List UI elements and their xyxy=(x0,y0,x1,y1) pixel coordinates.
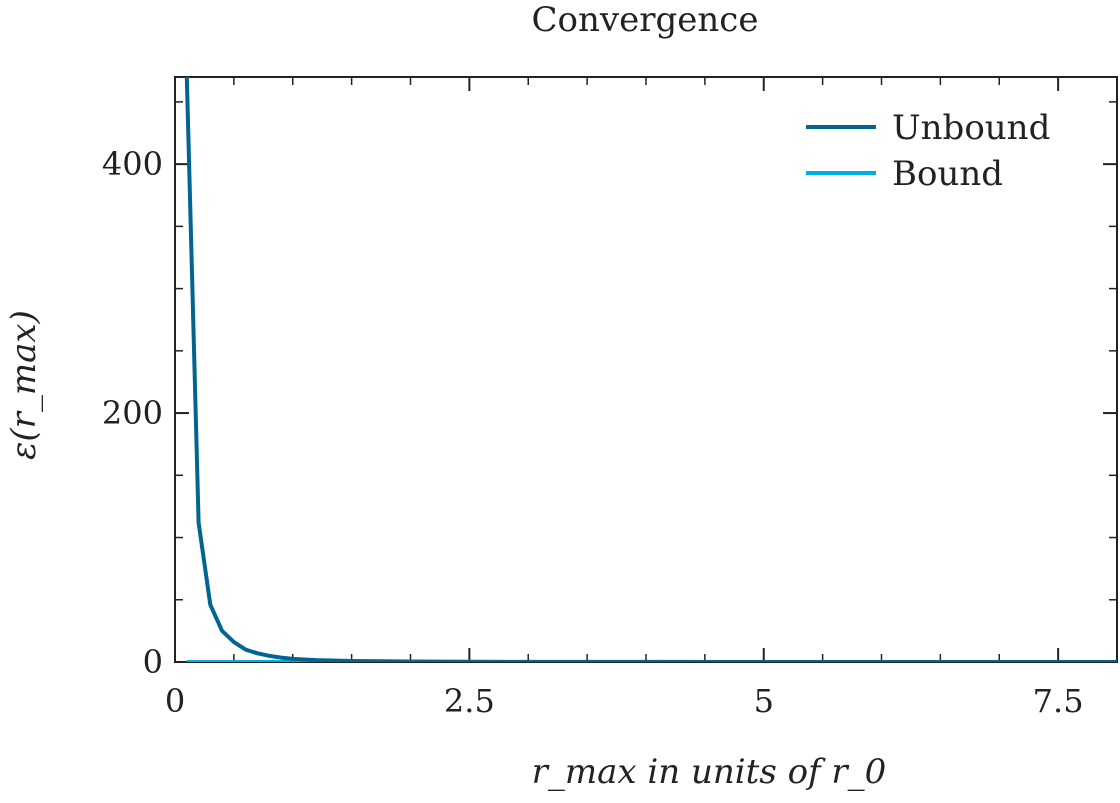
x-tick-label: 7.5 xyxy=(1033,682,1084,720)
legend-label-unbound: Unbound xyxy=(892,108,1050,148)
chart-title: Convergence xyxy=(531,0,759,40)
y-tick-label: 200 xyxy=(102,394,163,432)
legend-label-bound: Bound xyxy=(892,154,1003,194)
x-tick-label: 5 xyxy=(754,682,774,720)
x-tick-label: 2.5 xyxy=(444,682,495,720)
y-tick-label: 400 xyxy=(102,145,163,183)
x-axis-label: r_max in units of r_0 xyxy=(531,752,887,792)
y-tick-label: 0 xyxy=(143,643,163,681)
axis-ticks: 0 2.5 5 7.5 0 200 400 xyxy=(102,77,1117,720)
legend: Unbound Bound xyxy=(806,108,1050,194)
series-line-unbound xyxy=(184,77,1117,662)
series-lines xyxy=(184,77,1117,662)
x-tick-label: 0 xyxy=(165,682,185,720)
